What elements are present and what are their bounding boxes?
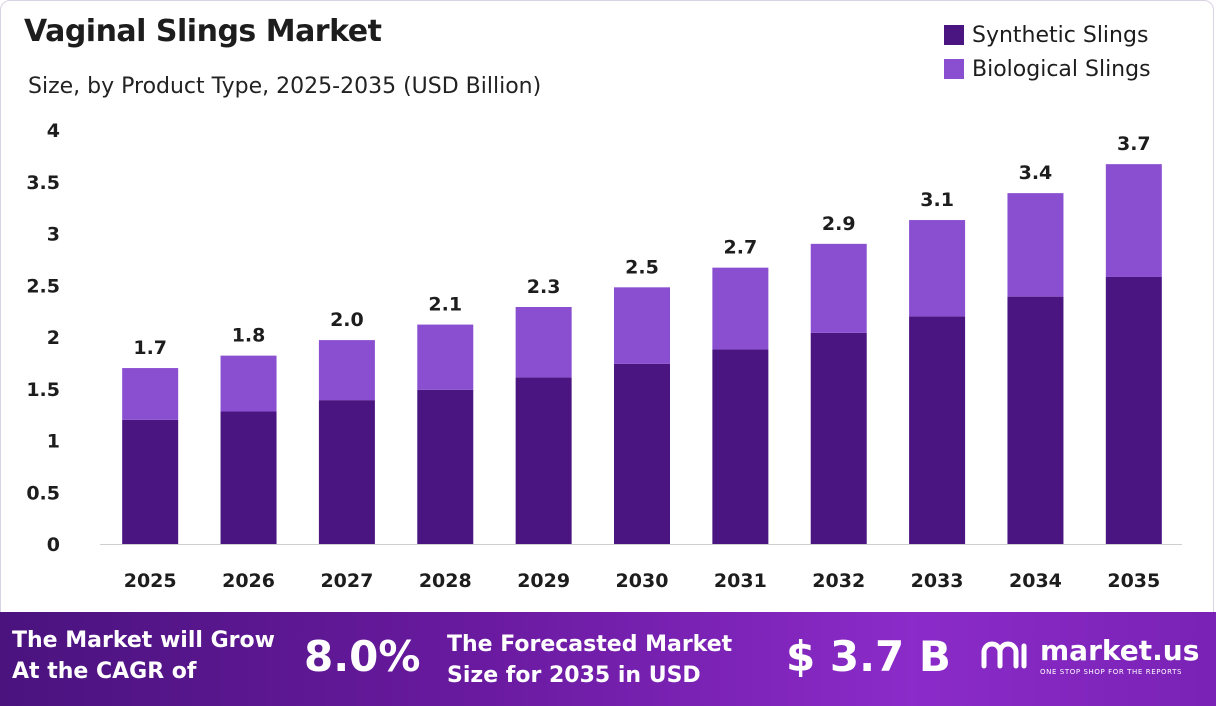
bar-total-label: 2.5 <box>625 256 659 278</box>
bar-synthetic-slings <box>318 400 375 544</box>
y-tick-label: 0 <box>47 534 60 556</box>
bar-biological-slings <box>515 306 572 378</box>
y-tick-label: 0.5 <box>26 482 60 504</box>
bar-synthetic-slings <box>712 349 769 544</box>
bar-biological-slings <box>122 368 179 420</box>
bar-synthetic-slings <box>515 377 572 544</box>
x-tick-label: 2034 <box>1009 570 1062 592</box>
bar-biological-slings <box>220 355 277 412</box>
bar-biological-slings <box>1105 164 1162 277</box>
bar-biological-slings <box>810 243 867 333</box>
y-tick-label: 1 <box>47 431 60 453</box>
bar-total-label: 2.3 <box>527 276 561 298</box>
chart-subtitle: Size, by Product Type, 2025-2035 (USD Bi… <box>28 74 542 99</box>
x-tick-label: 2035 <box>1107 570 1160 592</box>
cagr-value: 8.0% <box>304 632 421 681</box>
x-tick-label: 2032 <box>812 570 865 592</box>
brand-tagline: ONE STOP SHOP FOR THE REPORTS <box>1040 667 1183 676</box>
y-tick-label: 3 <box>47 224 60 246</box>
bar-biological-slings <box>712 267 769 350</box>
y-tick-label: 4 <box>47 120 60 142</box>
bar-total-label: 3.7 <box>1117 133 1151 155</box>
cagr-label: The Market will Grow At the CAGR of <box>12 628 275 684</box>
bar-biological-slings <box>1007 193 1064 297</box>
bar-total-label: 3.1 <box>920 189 954 211</box>
footer-banner: The Market will Grow At the CAGR of 8.0%… <box>0 612 1216 706</box>
bar-synthetic-slings <box>614 363 670 544</box>
bar-biological-slings <box>909 220 966 317</box>
bar-synthetic-slings <box>122 419 179 544</box>
brand-name: market.us <box>1040 633 1200 667</box>
bar-synthetic-slings <box>810 332 867 544</box>
bar-total-label: 2.0 <box>330 309 364 331</box>
bar-total-label: 3.4 <box>1019 162 1053 184</box>
market-us-logo-icon <box>981 641 1027 669</box>
bar-total-label: 1.7 <box>133 337 167 359</box>
bar-chart: 0 0.5 1 1.5 2 2.5 3 3.5 4 1.7 2025 1.8 2026 2.0 2027 2.… <box>26 120 1182 592</box>
legend-item-synthetic: Synthetic Slings <box>944 18 1151 52</box>
bar-synthetic-slings <box>220 411 277 544</box>
forecast-value: $ 3.7 B <box>786 632 951 681</box>
y-tick-label: 3.5 <box>26 172 60 194</box>
bar-biological-slings <box>614 287 670 364</box>
legend-item-biological: Biological Slings <box>944 52 1151 86</box>
x-tick-label: 2026 <box>222 570 275 592</box>
bar-synthetic-slings <box>909 316 966 544</box>
legend-swatch-synthetic <box>944 25 964 45</box>
legend-label-biological: Biological Slings <box>972 56 1151 82</box>
x-tick-label: 2030 <box>616 570 669 592</box>
bar-synthetic-slings <box>1105 276 1162 544</box>
y-tick-label: 1.5 <box>26 379 60 401</box>
bar-total-label: 2.9 <box>822 213 856 235</box>
x-tick-label: 2033 <box>911 570 964 592</box>
legend-swatch-biological <box>944 59 964 79</box>
legend-label-synthetic: Synthetic Slings <box>972 22 1149 48</box>
bar-synthetic-slings <box>1007 296 1064 544</box>
legend: Synthetic Slings Biological Slings <box>944 18 1151 86</box>
brand-logo: market.us ONE STOP SHOP FOR THE REPORTS <box>978 636 1199 676</box>
x-tick-label: 2028 <box>419 570 472 592</box>
bar-total-label: 1.8 <box>232 325 266 347</box>
bar-total-label: 2.7 <box>724 237 758 259</box>
bar-synthetic-slings <box>417 389 474 544</box>
x-tick-label: 2025 <box>124 570 177 592</box>
x-tick-label: 2029 <box>517 570 570 592</box>
x-tick-label: 2031 <box>714 570 767 592</box>
bar-total-label: 2.1 <box>428 294 462 316</box>
chart-title: Vaginal Slings Market <box>24 14 382 49</box>
bar-biological-slings <box>318 340 375 401</box>
bar-biological-slings <box>417 324 474 390</box>
x-tick-label: 2027 <box>320 570 373 592</box>
y-tick-label: 2.5 <box>26 275 60 297</box>
y-tick-label: 2 <box>47 327 60 349</box>
forecast-label: The Forecasted Market Size for 2035 in U… <box>447 632 733 688</box>
